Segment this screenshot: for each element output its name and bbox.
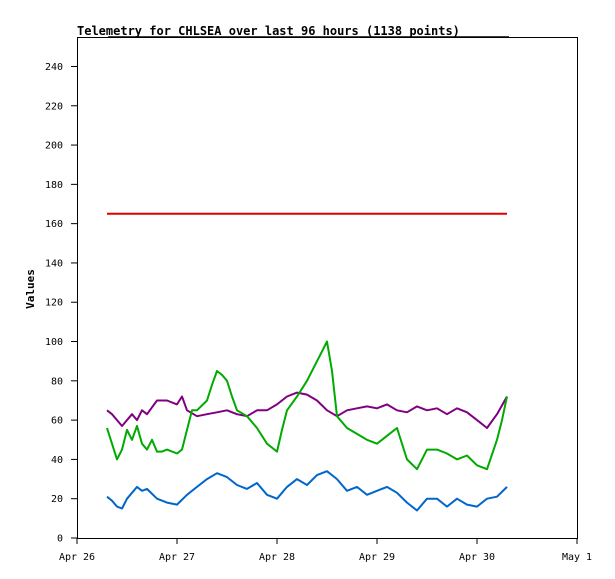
x-tick-label: Apr 27	[159, 552, 195, 563]
y-tick-label: 80	[51, 376, 63, 387]
y-axis-label: Values	[24, 269, 37, 309]
series-line-2	[106, 391, 508, 429]
x-tick-label: May 1	[562, 552, 592, 563]
x-tick-label: Apr 30	[459, 552, 495, 563]
x-tick-label: Apr 29	[359, 552, 395, 563]
y-tick-label: 140	[45, 258, 63, 269]
y-tick-label: 160	[45, 219, 63, 230]
chart-title: Telemetry for CHLSEA over last 96 hours …	[77, 24, 460, 38]
y-tick-label: 100	[45, 337, 63, 348]
y-tick-label: 0	[57, 534, 63, 545]
series-line-4	[106, 470, 508, 512]
x-axis: Apr 26 Apr 27 Apr 28 Apr 29 Apr 30 May 1	[59, 538, 592, 563]
x-tick-label: Apr 26	[59, 552, 95, 563]
y-tick-label: 120	[45, 298, 63, 309]
y-tick-label: 240	[45, 62, 63, 73]
plot-frame	[77, 37, 578, 539]
y-tick-label: 180	[45, 180, 63, 191]
y-tick-label: 40	[51, 455, 63, 466]
y-tick-label: 200	[45, 141, 63, 152]
x-tick-label: Apr 28	[259, 552, 295, 563]
y-tick-label: 60	[51, 416, 63, 427]
y-tick-label: 20	[51, 494, 63, 505]
series-layer	[106, 212, 508, 512]
series-line-3	[106, 340, 508, 471]
y-tick-label: 220	[45, 101, 63, 112]
y-axis: 0 20 40 60 80 100 120 140 160 180 200 220 240	[45, 62, 77, 545]
